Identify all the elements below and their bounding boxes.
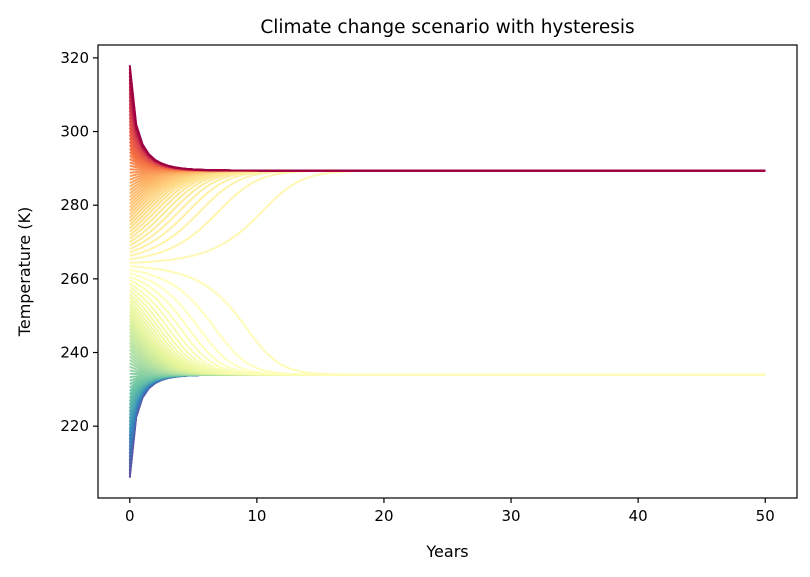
x-tick-label: 0	[125, 507, 135, 525]
x-axis-label: Years	[425, 542, 468, 561]
y-tick-label: 320	[60, 49, 89, 67]
x-tick-label: 20	[374, 507, 393, 525]
x-tick-label: 40	[629, 507, 648, 525]
chart-title: Climate change scenario with hysteresis	[260, 17, 634, 38]
series-line	[129, 265, 766, 376]
y-tick-label: 220	[60, 417, 89, 435]
series-lines	[128, 65, 766, 478]
series-line	[128, 65, 766, 172]
x-tick-label: 50	[756, 507, 775, 525]
plot-frame	[97, 44, 798, 499]
x-tick-label: 30	[501, 507, 520, 525]
x-tick-label: 10	[247, 507, 266, 525]
y-axis-label: Temperature (K)	[15, 207, 34, 337]
y-axis-ticks: 220 240 260 280 300 320	[60, 49, 98, 435]
y-tick-label: 260	[60, 270, 89, 288]
y-tick-label: 280	[60, 196, 89, 214]
x-axis-ticks: 0 10 20 30 40 50	[125, 498, 775, 525]
y-tick-label: 300	[60, 123, 89, 141]
y-tick-label: 240	[60, 344, 89, 362]
